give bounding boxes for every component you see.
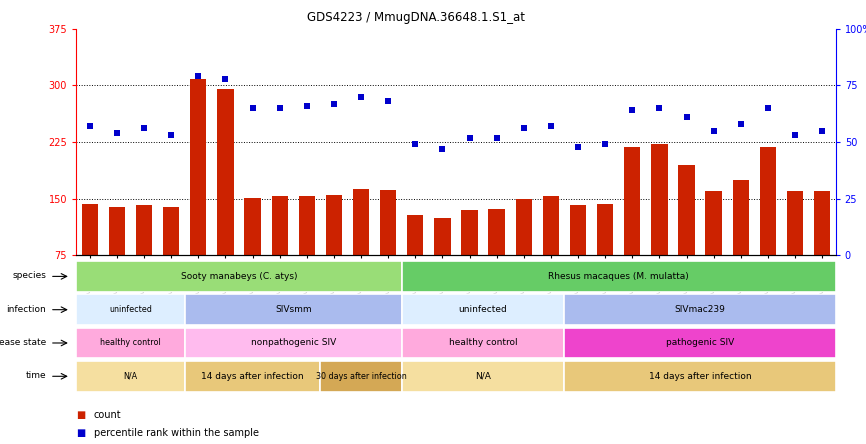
Bar	[109, 207, 125, 312]
Text: time: time	[26, 371, 46, 380]
Point	[436, 145, 449, 152]
Text: Sooty manabeys (C. atys): Sooty manabeys (C. atys)	[181, 272, 297, 281]
Bar	[184, 294, 402, 325]
Point	[734, 120, 747, 127]
Text: ■: ■	[76, 410, 86, 420]
Point	[625, 107, 639, 114]
Text: N/A: N/A	[123, 372, 138, 381]
Bar	[462, 210, 478, 312]
Point	[137, 125, 151, 132]
Bar	[352, 189, 369, 312]
Bar	[814, 191, 830, 312]
Bar	[81, 204, 98, 312]
Bar	[326, 195, 342, 312]
Text: Rhesus macaques (M. mulatta): Rhesus macaques (M. mulatta)	[548, 272, 689, 281]
Bar	[624, 147, 640, 312]
Bar	[380, 190, 397, 312]
Bar	[407, 215, 423, 312]
Point	[218, 75, 232, 82]
Text: percentile rank within the sample: percentile rank within the sample	[94, 428, 259, 438]
Bar	[434, 218, 450, 312]
Text: uninfected: uninfected	[109, 305, 152, 314]
Point	[815, 127, 829, 134]
Point	[354, 93, 368, 100]
Point	[273, 104, 287, 111]
Bar	[678, 165, 695, 312]
Text: healthy control: healthy control	[100, 338, 161, 348]
Text: disease state: disease state	[0, 338, 46, 347]
Bar	[76, 361, 184, 392]
Bar	[759, 147, 776, 312]
Bar	[565, 294, 836, 325]
Text: species: species	[12, 271, 46, 280]
Text: pathogenic SIV: pathogenic SIV	[666, 338, 734, 348]
Point	[191, 73, 205, 80]
Point	[598, 141, 612, 148]
Point	[327, 100, 341, 107]
Bar	[787, 191, 803, 312]
Point	[788, 132, 802, 139]
Bar	[651, 144, 668, 312]
Text: count: count	[94, 410, 121, 420]
Point	[110, 130, 124, 137]
Text: uninfected: uninfected	[459, 305, 507, 314]
Bar	[565, 361, 836, 392]
Point	[571, 143, 585, 150]
Point	[165, 132, 178, 139]
Point	[462, 134, 476, 141]
Text: GDS4223 / MmugDNA.36648.1.S1_at: GDS4223 / MmugDNA.36648.1.S1_at	[307, 11, 525, 24]
Bar	[191, 79, 206, 312]
Bar	[402, 261, 836, 292]
Bar	[570, 206, 586, 312]
Bar	[272, 196, 288, 312]
Bar	[163, 207, 179, 312]
Bar	[76, 328, 184, 358]
Text: ■: ■	[76, 428, 86, 438]
Point	[409, 141, 423, 148]
Bar	[320, 361, 402, 392]
Point	[652, 104, 666, 111]
Text: 30 days after infection: 30 days after infection	[315, 372, 406, 381]
Point	[246, 104, 260, 111]
Bar	[217, 89, 234, 312]
Text: SIVmac239: SIVmac239	[675, 305, 726, 314]
Bar	[136, 206, 152, 312]
Point	[381, 98, 395, 105]
Bar	[299, 196, 315, 312]
Text: SIVsmm: SIVsmm	[275, 305, 312, 314]
Text: nonpathogenic SIV: nonpathogenic SIV	[250, 338, 336, 348]
Text: 14 days after infection: 14 days after infection	[649, 372, 752, 381]
Point	[761, 104, 775, 111]
Point	[517, 125, 531, 132]
Point	[83, 123, 97, 130]
Bar	[244, 198, 261, 312]
Bar	[402, 328, 565, 358]
Bar	[184, 361, 320, 392]
Bar	[733, 180, 749, 312]
Bar	[515, 199, 532, 312]
Point	[544, 123, 558, 130]
Bar	[543, 196, 559, 312]
Bar	[184, 328, 402, 358]
Point	[707, 127, 721, 134]
Text: 14 days after infection: 14 days after infection	[201, 372, 304, 381]
Bar	[402, 361, 565, 392]
Text: N/A: N/A	[475, 372, 491, 381]
Text: healthy control: healthy control	[449, 338, 517, 348]
Point	[300, 102, 313, 109]
Bar	[402, 294, 565, 325]
Bar	[565, 328, 836, 358]
Bar	[488, 209, 505, 312]
Bar	[706, 191, 721, 312]
Bar	[597, 204, 613, 312]
Point	[489, 134, 503, 141]
Bar	[76, 261, 402, 292]
Bar	[76, 294, 184, 325]
Text: infection: infection	[6, 305, 46, 313]
Point	[680, 114, 694, 121]
